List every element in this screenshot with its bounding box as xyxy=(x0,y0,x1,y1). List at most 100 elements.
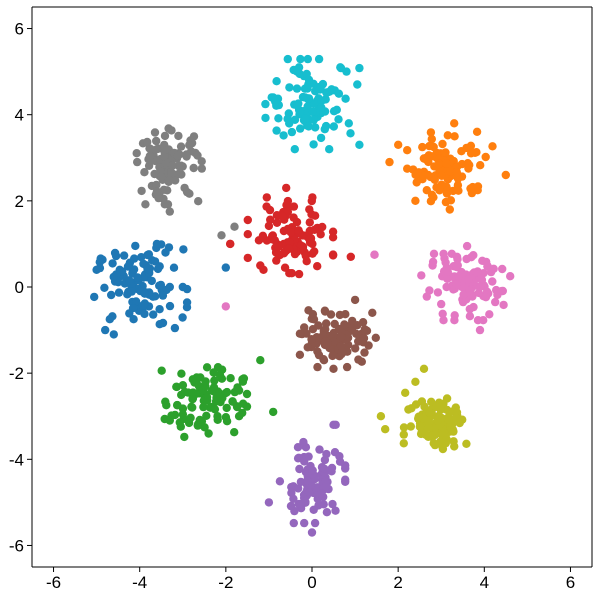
scatter-point xyxy=(207,402,217,412)
scatter-point xyxy=(301,114,310,124)
scatter-point xyxy=(499,300,508,310)
scatter-point xyxy=(149,310,158,319)
scatter-point xyxy=(406,422,415,431)
y-tick-label: 4 xyxy=(15,106,24,125)
scatter-point xyxy=(143,264,153,274)
scatter-point xyxy=(442,159,451,168)
scatter-point xyxy=(501,170,510,180)
scatter-point xyxy=(296,241,306,250)
scatter-point xyxy=(330,319,339,329)
scatter-point xyxy=(355,63,364,73)
scatter-point xyxy=(310,225,319,234)
scatter-point xyxy=(337,332,346,342)
scatter-point xyxy=(282,183,291,193)
scatter-point xyxy=(304,75,314,85)
scatter-point xyxy=(452,280,461,289)
scatter-point xyxy=(175,418,184,427)
scatter-point xyxy=(346,252,355,261)
scatter-point xyxy=(274,114,283,123)
scatter-point xyxy=(328,351,337,361)
scatter-point xyxy=(452,252,462,261)
scatter-point xyxy=(300,457,309,466)
scatter-point xyxy=(443,267,452,276)
scatter-point xyxy=(226,239,235,249)
scatter-point xyxy=(173,151,182,161)
scatter-point xyxy=(193,151,202,160)
scatter-point xyxy=(101,325,110,335)
scatter-point xyxy=(308,239,317,249)
scatter-point xyxy=(287,127,297,137)
scatter-point xyxy=(100,283,109,292)
scatter-point xyxy=(309,140,318,149)
scatter-point xyxy=(358,318,368,327)
scatter-point xyxy=(430,430,440,440)
scatter-point xyxy=(317,96,326,105)
scatter-point xyxy=(243,215,252,225)
scatter-point xyxy=(454,186,463,195)
y-tick-label: 2 xyxy=(15,192,24,211)
scatter-point xyxy=(256,261,265,270)
scatter-point xyxy=(394,140,403,149)
scatter-point xyxy=(125,276,134,285)
scatter-point xyxy=(184,418,194,428)
scatter-point xyxy=(110,248,120,258)
scatter-point xyxy=(303,476,312,485)
scatter-point xyxy=(272,77,281,86)
scatter-point xyxy=(314,54,324,64)
scatter-point xyxy=(180,432,189,442)
scatter-point xyxy=(151,292,160,301)
scatter-point xyxy=(307,528,317,537)
scatter-point xyxy=(441,148,450,157)
scatter-point xyxy=(295,464,304,474)
scatter-point xyxy=(174,169,184,178)
scatter-point xyxy=(168,161,177,170)
scatter-point xyxy=(311,123,320,132)
scatter-point xyxy=(427,152,437,161)
scatter-point xyxy=(228,397,237,406)
scatter-point xyxy=(155,305,164,314)
y-tick-label: -4 xyxy=(9,450,24,469)
scatter-point xyxy=(309,115,318,125)
scatter-point xyxy=(417,271,426,280)
x-tick-label: -6 xyxy=(46,573,61,592)
scatter-point xyxy=(438,309,447,318)
scatter-point xyxy=(283,54,292,64)
scatter-point xyxy=(309,315,319,324)
scatter-point xyxy=(108,259,117,268)
scatter-point xyxy=(323,339,332,348)
x-tick-label: 2 xyxy=(393,573,402,592)
scatter-point xyxy=(144,161,154,170)
scatter-point xyxy=(452,261,461,270)
scatter-point xyxy=(424,432,433,441)
scatter-point xyxy=(289,494,298,503)
scatter-point xyxy=(419,171,428,180)
scatter-point xyxy=(296,477,306,487)
scatter-point xyxy=(401,388,410,397)
scatter-point xyxy=(350,295,360,305)
scatter-point xyxy=(105,315,115,324)
scatter-point xyxy=(329,122,338,131)
x-tick-label: -4 xyxy=(132,573,147,592)
scatter-point xyxy=(443,274,452,283)
scatter-point xyxy=(162,401,171,410)
scatter-point xyxy=(188,394,198,403)
scatter-point xyxy=(140,168,149,177)
scatter-point xyxy=(440,254,449,263)
scatter-point xyxy=(344,119,353,128)
scatter-point xyxy=(262,193,271,202)
scatter-point xyxy=(140,289,149,298)
scatter-point xyxy=(462,254,471,264)
scatter-point xyxy=(371,333,380,342)
scatter-point xyxy=(152,136,161,146)
scatter-point xyxy=(334,115,343,124)
scatter-point xyxy=(341,94,350,103)
scatter-point xyxy=(160,131,170,141)
scatter-point xyxy=(399,439,408,448)
scatter-point xyxy=(442,189,452,198)
scatter-point xyxy=(430,175,439,184)
scatter-point xyxy=(481,293,491,302)
y-tick-label: 6 xyxy=(15,20,24,39)
scatter-point xyxy=(419,364,429,373)
scatter-point xyxy=(242,402,252,411)
scatter-point xyxy=(178,410,188,419)
